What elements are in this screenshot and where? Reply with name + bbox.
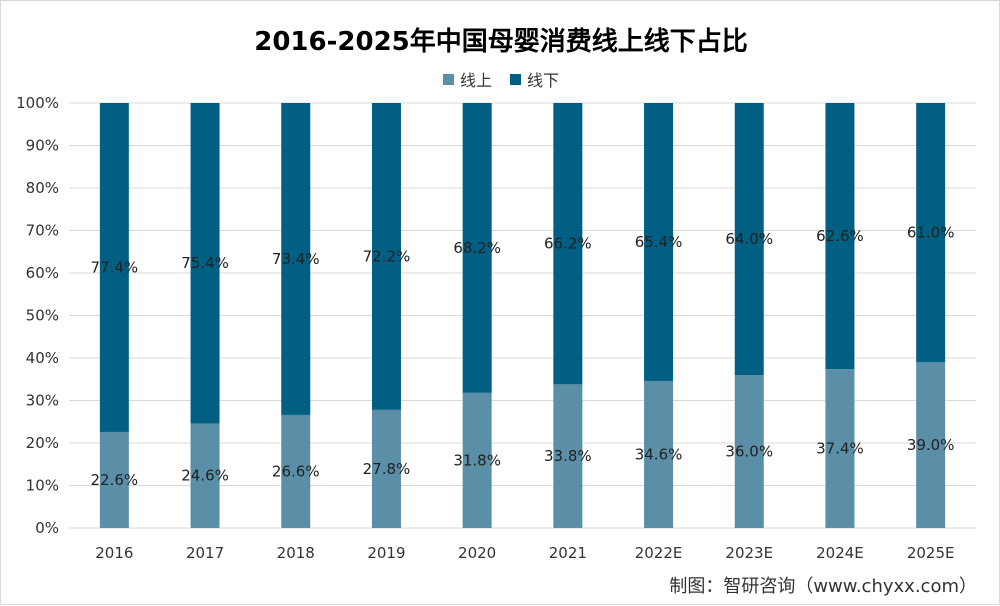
y-tick-label: 50% [26,307,59,325]
legend-item-offline: 线下 [510,67,559,91]
data-label: 73.4% [272,250,320,268]
x-tick-label: 2025E [907,544,955,562]
bar-online [462,392,492,528]
bar-online [644,380,674,528]
x-tick-label: 2020 [458,544,496,562]
y-tick-label: 0% [35,519,59,537]
y-tick-label: 90% [26,137,59,155]
legend: 线上 线下 [1,67,1000,91]
x-tick-label: 2022E [635,544,683,562]
data-label: 24.6% [181,467,229,485]
bar-offline [99,103,129,432]
x-tick-label: 2016 [95,544,133,562]
bar-online [281,414,311,528]
y-tick-label: 60% [26,264,59,282]
bar-online [916,362,946,528]
data-label: 68.2% [453,239,501,257]
bar-offline [553,103,583,385]
data-label: 27.8% [363,460,411,478]
data-label: 22.6% [91,471,139,489]
data-label: 36.0% [725,443,773,461]
bar-offline [644,103,674,381]
y-tick-label: 40% [26,349,59,367]
bar-offline [462,103,492,393]
bar-online [553,384,583,528]
bar-online [825,369,855,528]
data-label: 77.4% [91,258,139,276]
data-label: 37.4% [816,440,864,458]
data-label: 26.6% [272,462,320,480]
bar-offline [190,103,220,424]
y-tick-label: 20% [26,434,59,452]
bar-offline [281,103,311,415]
bar-offline [825,103,855,370]
y-tick-label: 80% [26,179,59,197]
bar-online [371,409,401,528]
bar-online [190,423,220,528]
legend-label-offline: 线下 [527,71,560,90]
data-label: 61.0% [907,224,955,242]
y-tick-label: 100% [16,94,59,112]
x-tick-label: 2019 [367,544,405,562]
data-label: 75.4% [181,254,229,272]
data-label: 33.8% [544,447,592,465]
x-tick-label: 2024E [816,544,864,562]
data-label: 34.6% [635,445,683,463]
chart-title: 2016-2025年中国母婴消费线上线下占比 [254,27,748,57]
y-tick-label: 70% [26,222,59,240]
legend-label-online: 线上 [459,71,492,90]
data-label: 65.4% [635,233,683,251]
y-tick-label: 10% [26,477,59,495]
source-credit: 制图：智研咨询（www.chyxx.com） [669,576,977,597]
x-tick-label: 2018 [277,544,315,562]
data-label: 62.6% [816,227,864,245]
data-label: 66.2% [544,235,592,253]
data-label: 72.2% [363,247,411,265]
data-label: 39.0% [907,436,955,454]
bar-offline [916,103,946,363]
x-tick-label: 2023E [725,544,773,562]
x-tick-label: 2017 [186,544,224,562]
legend-swatch-offline [510,73,521,85]
data-label: 64.0% [725,230,773,248]
data-label: 31.8% [453,451,501,469]
bar-offline [371,103,401,410]
bar-offline [734,103,764,375]
legend-item-online: 线上 [442,67,492,91]
bar-online [99,431,129,528]
legend-swatch-online [442,73,454,85]
y-tick-label: 30% [26,392,59,410]
x-tick-label: 2021 [549,544,587,562]
bar-online [734,375,764,528]
